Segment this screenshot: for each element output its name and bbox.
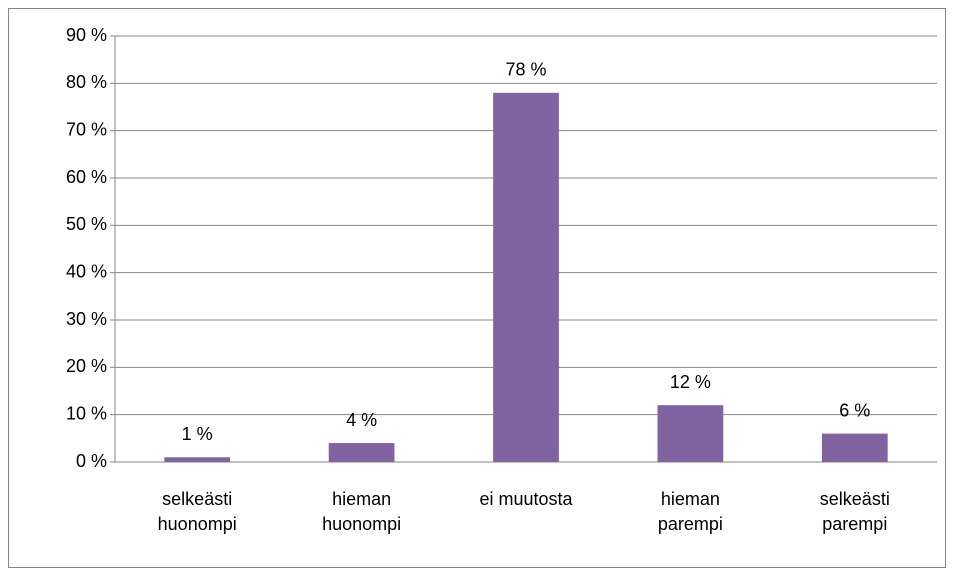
y-tick-label: 10 %	[66, 403, 107, 423]
data-label: 4 %	[346, 410, 377, 430]
bar	[821, 433, 888, 462]
y-tick-label: 20 %	[66, 356, 107, 376]
data-label: 6 %	[839, 400, 870, 420]
bar	[164, 457, 231, 462]
x-tick-label: selkeästi parempi	[820, 489, 890, 534]
y-tick-label: 80 %	[66, 72, 107, 92]
chart-border	[8, 8, 946, 568]
y-tick-label: 0 %	[76, 451, 107, 471]
x-tick-label: hieman parempi	[658, 489, 723, 534]
y-tick-label: 70 %	[66, 119, 107, 139]
x-tick-label: ei muutosta	[479, 489, 573, 509]
x-tick-label: hieman huonompi	[322, 489, 401, 534]
bar	[328, 443, 395, 462]
data-label: 1 %	[182, 424, 213, 444]
x-tick-label: selkeästi huonompi	[158, 489, 237, 534]
bar	[493, 92, 559, 463]
data-label: 78 %	[505, 60, 546, 80]
data-label: 12 %	[670, 372, 711, 392]
bar	[657, 405, 724, 462]
y-tick-label: 50 %	[66, 214, 107, 234]
y-tick-label: 90 %	[66, 25, 107, 45]
y-tick-label: 30 %	[66, 309, 107, 329]
y-tick-label: 40 %	[66, 261, 107, 281]
y-tick-label: 60 %	[66, 167, 107, 187]
